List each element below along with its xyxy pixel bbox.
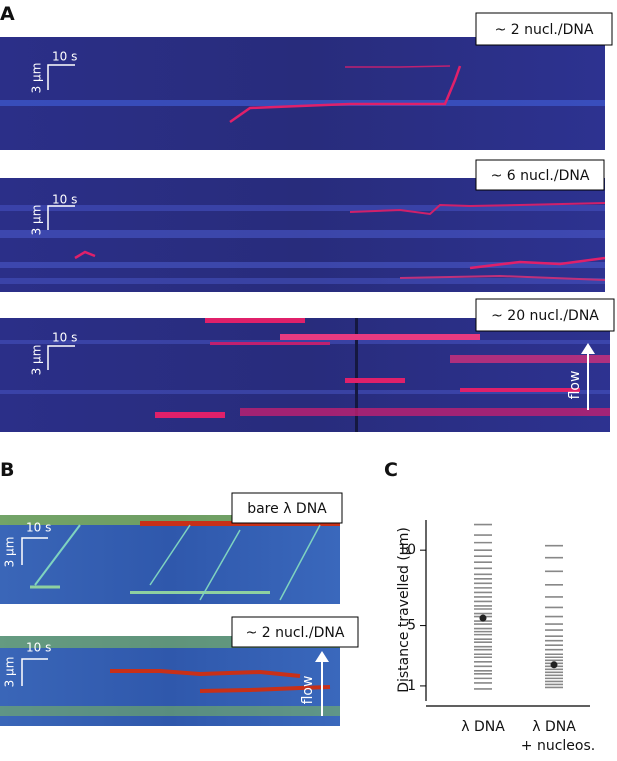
panel-label: C [384, 459, 398, 481]
kymograph: 10 s 3 μm bare λ DNA [0, 492, 343, 604]
x-tick-label: λ DNA [532, 719, 576, 735]
scale-time: 10 s [52, 50, 77, 64]
scale-time: 10 s [26, 521, 51, 535]
scale-length: 3 μm [30, 63, 44, 94]
panel-label: A [0, 3, 15, 25]
scale-time: 10 s [26, 641, 51, 655]
scale-length: 3 μm [30, 205, 44, 236]
kymograph-label: ~ 6 nucl./DNA [491, 168, 590, 184]
kymograph-label: ~ 2 nucl./DNA [246, 625, 345, 641]
scale-length: 3 μm [30, 345, 44, 376]
x-tick-label: + nucleos. [521, 738, 595, 754]
kymograph: 10 s 3 μm flow ~ 2 nucl./DNA [0, 616, 359, 726]
strip-chart: Distance travelled (μm) 1 5 10 λ DNA λ DNA + … [396, 520, 595, 754]
mean-dot [479, 614, 487, 622]
mean-dot [550, 661, 558, 669]
scale-length: 3 μm [3, 537, 17, 568]
kymograph: 10 s 3 μm ~ 6 nucl./DNA [0, 159, 606, 292]
kymograph: 10 s 3 μm flow ~ 20 nucl./DNA [0, 298, 615, 432]
kymograph-label: ~ 20 nucl./DNA [491, 308, 599, 324]
y-tick-label: 1 [407, 678, 416, 694]
kymograph-label: bare λ DNA [247, 501, 327, 517]
scale-time: 10 s [52, 193, 77, 207]
y-tick-label: 10 [398, 542, 416, 558]
scale-time: 10 s [52, 331, 77, 345]
x-tick-label: λ DNA [461, 719, 505, 735]
kymograph: 10 s 3 μm ~ 2 nucl./DNA [0, 12, 613, 150]
y-axis-label: Distance travelled (μm) [396, 527, 412, 693]
flow-label: flow [300, 676, 316, 705]
flow-label: flow [567, 371, 583, 400]
panel-label: B [0, 459, 14, 481]
kymograph-label: ~ 2 nucl./DNA [495, 22, 594, 38]
scale-length: 3 μm [3, 657, 17, 688]
y-tick-label: 5 [407, 618, 416, 634]
